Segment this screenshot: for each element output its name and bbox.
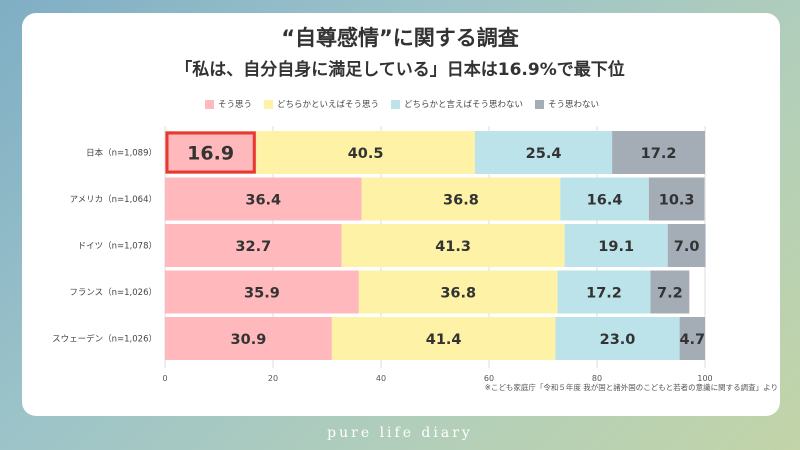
bar-segment xyxy=(165,270,359,314)
x-tick-label: 40 xyxy=(376,374,386,383)
data-label: 36.4 xyxy=(245,193,281,209)
source-note: ※こども家庭庁「令和５年度 我が国と諸外国のこどもと若者の意識に関する調査」より xyxy=(484,383,778,392)
bar-segment xyxy=(165,224,342,267)
legend-label: そう思う xyxy=(218,100,253,110)
category-label: アメリカ（n=1,064） xyxy=(70,194,157,205)
bar-segment xyxy=(165,177,362,221)
bar-segment xyxy=(612,131,705,174)
bar-segment xyxy=(331,317,556,360)
data-label: 32.7 xyxy=(235,239,271,255)
data-label: 40.5 xyxy=(348,146,384,162)
legend-swatch xyxy=(391,99,401,109)
data-label: 7.0 xyxy=(674,239,700,255)
data-label: 25.4 xyxy=(526,146,562,162)
data-label: 41.4 xyxy=(426,332,462,348)
data-label: 10.3 xyxy=(659,193,695,209)
legend: そう思う どちらかといえばそう思う どちらかと言えばそう思わない そう思わない xyxy=(205,96,599,112)
bar-segment xyxy=(648,177,705,221)
x-tick-label: 20 xyxy=(268,374,278,383)
data-label: 17.2 xyxy=(586,286,622,302)
legend-swatch xyxy=(264,99,274,109)
chart-title: “自尊感情”に関する調査 xyxy=(281,26,519,50)
data-label: 17.2 xyxy=(641,146,677,162)
legend-item-somewhat-agree: どちらかといえばそう思う xyxy=(264,98,379,110)
footer-brand: pure life diary xyxy=(327,425,473,441)
bar-segment xyxy=(165,131,257,174)
x-tick-label: 0 xyxy=(162,374,167,383)
bar-segment xyxy=(557,270,651,314)
data-label: 30.9 xyxy=(231,332,267,348)
data-label: 16.4 xyxy=(587,193,623,209)
bar-segment xyxy=(679,317,705,360)
data-label: 36.8 xyxy=(443,193,479,209)
bar-segment xyxy=(564,224,668,267)
x-tick-label: 100 xyxy=(697,374,712,383)
category-label: スウェーデン（n=1,026） xyxy=(52,334,157,345)
data-label: 19.1 xyxy=(598,239,634,255)
category-label: 日本（n=1,089） xyxy=(86,148,157,159)
legend-label: どちらかと言えばそう思わない xyxy=(404,100,524,110)
data-label: 35.9 xyxy=(244,286,280,302)
bar-segment xyxy=(361,177,561,221)
legend-item-strongly-agree: そう思う xyxy=(205,98,252,110)
x-tick-label: 60 xyxy=(484,374,494,383)
highlight-border xyxy=(165,131,256,174)
category-label: フランス（n=1,026） xyxy=(69,287,157,298)
legend-label: そう思わない xyxy=(548,100,600,110)
data-label: 16.9 xyxy=(187,143,234,165)
data-label: 7.2 xyxy=(657,286,683,302)
data-label: 4.7 xyxy=(679,332,705,348)
bar-segment xyxy=(165,317,332,360)
bar-segment xyxy=(650,270,690,314)
bar-segment xyxy=(555,317,680,360)
legend-label: どちらかといえばそう思う xyxy=(277,100,380,110)
data-label: 23.0 xyxy=(600,332,636,348)
legend-item-strongly-disagree: そう思わない xyxy=(535,98,599,110)
data-label: 36.8 xyxy=(440,286,476,302)
legend-swatch xyxy=(535,99,545,109)
bar-segment xyxy=(341,224,565,267)
chart-subtitle: 「私は、自分自身に満足している」日本は16.9%で最下位 xyxy=(175,60,625,80)
data-label: 41.3 xyxy=(435,239,471,255)
legend-item-somewhat-disagree: どちらかと言えばそう思わない xyxy=(391,98,523,110)
bar-segment xyxy=(474,131,613,174)
legend-swatch xyxy=(205,99,214,109)
bar-segment xyxy=(256,131,475,174)
category-label: ドイツ（n=1,078） xyxy=(78,241,157,252)
bar-segment xyxy=(560,177,649,221)
x-tick-label: 80 xyxy=(592,374,602,383)
bar-segment xyxy=(358,270,558,314)
bar-segment xyxy=(667,224,706,267)
